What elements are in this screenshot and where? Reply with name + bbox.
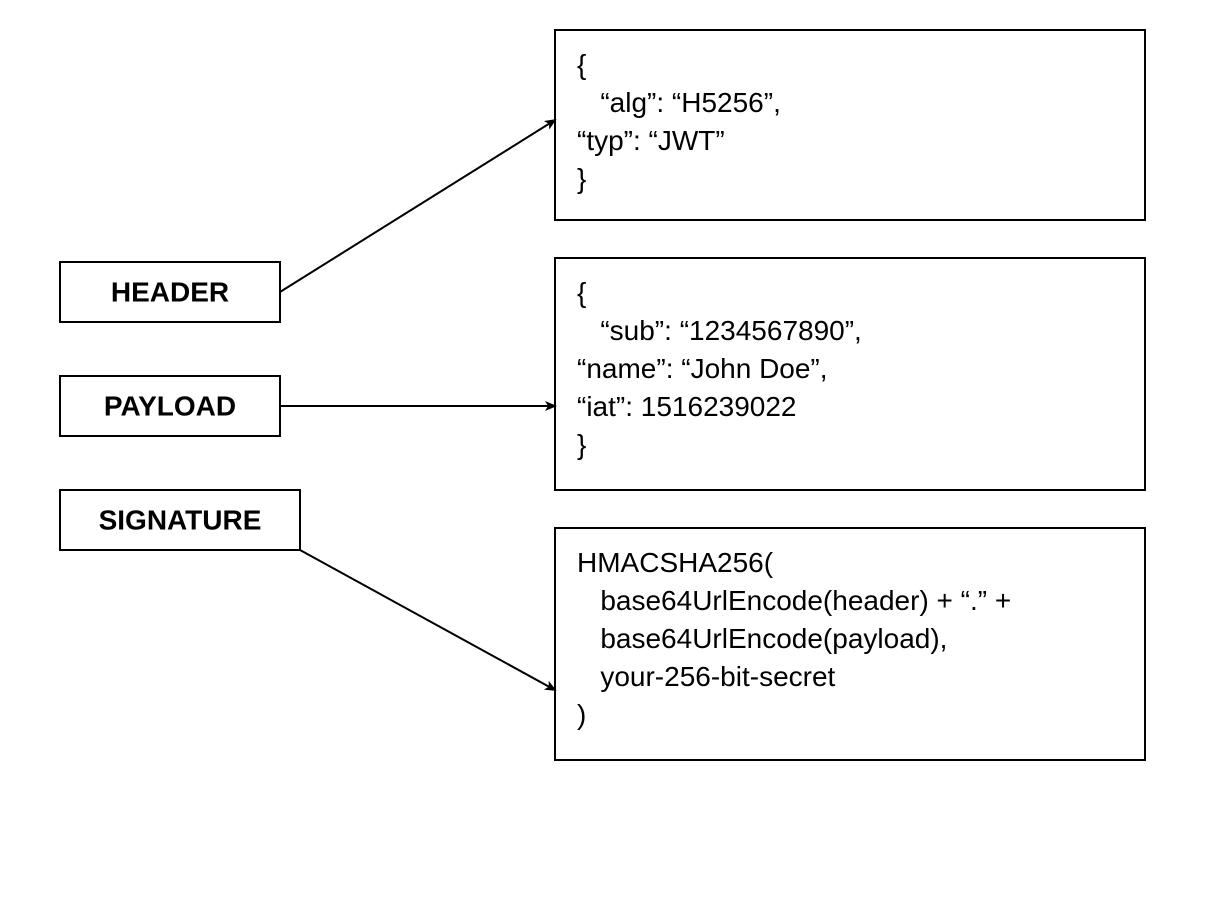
signature-code-line: HMACSHA256( (577, 547, 774, 578)
payload-code-line: “sub”: “1234567890”, (577, 315, 862, 346)
payload-label: PAYLOAD (104, 391, 236, 422)
header-code-line: } (577, 163, 586, 194)
signature-code-line: base64UrlEncode(payload), (577, 623, 947, 654)
signature-code: HMACSHA256( base64UrlEncode(header) + “.… (577, 547, 1011, 730)
payload-code-line: { (577, 277, 586, 308)
payload-code-line: “iat”: 1516239022 (577, 391, 797, 422)
arrow-header-to-header_box (280, 120, 555, 292)
signature-code-line: base64UrlEncode(header) + “.” + (577, 585, 1011, 616)
header-label: HEADER (111, 277, 229, 308)
signature-label: SIGNATURE (99, 505, 262, 536)
header-code-line: “alg”: “H5256”, (577, 87, 781, 118)
header-code-line: { (577, 49, 586, 80)
payload-code: { “sub”: “1234567890”, “name”: “John Doe”… (577, 277, 862, 460)
header-code-line: “typ”: “JWT” (577, 125, 725, 156)
signature-code-line: ) (577, 699, 586, 730)
arrow-signature-to-signature_box (300, 550, 555, 690)
header-code: { “alg”: “H5256”, “typ”: “JWT”} (577, 49, 781, 194)
payload-code-line: } (577, 429, 586, 460)
jwt-structure-diagram: HEADER PAYLOAD SIGNATURE { “alg”: “H5256”, “… (0, 0, 1211, 898)
signature-code-line: your-256-bit-secret (577, 661, 836, 692)
payload-code-line: “name”: “John Doe”, (577, 353, 828, 384)
